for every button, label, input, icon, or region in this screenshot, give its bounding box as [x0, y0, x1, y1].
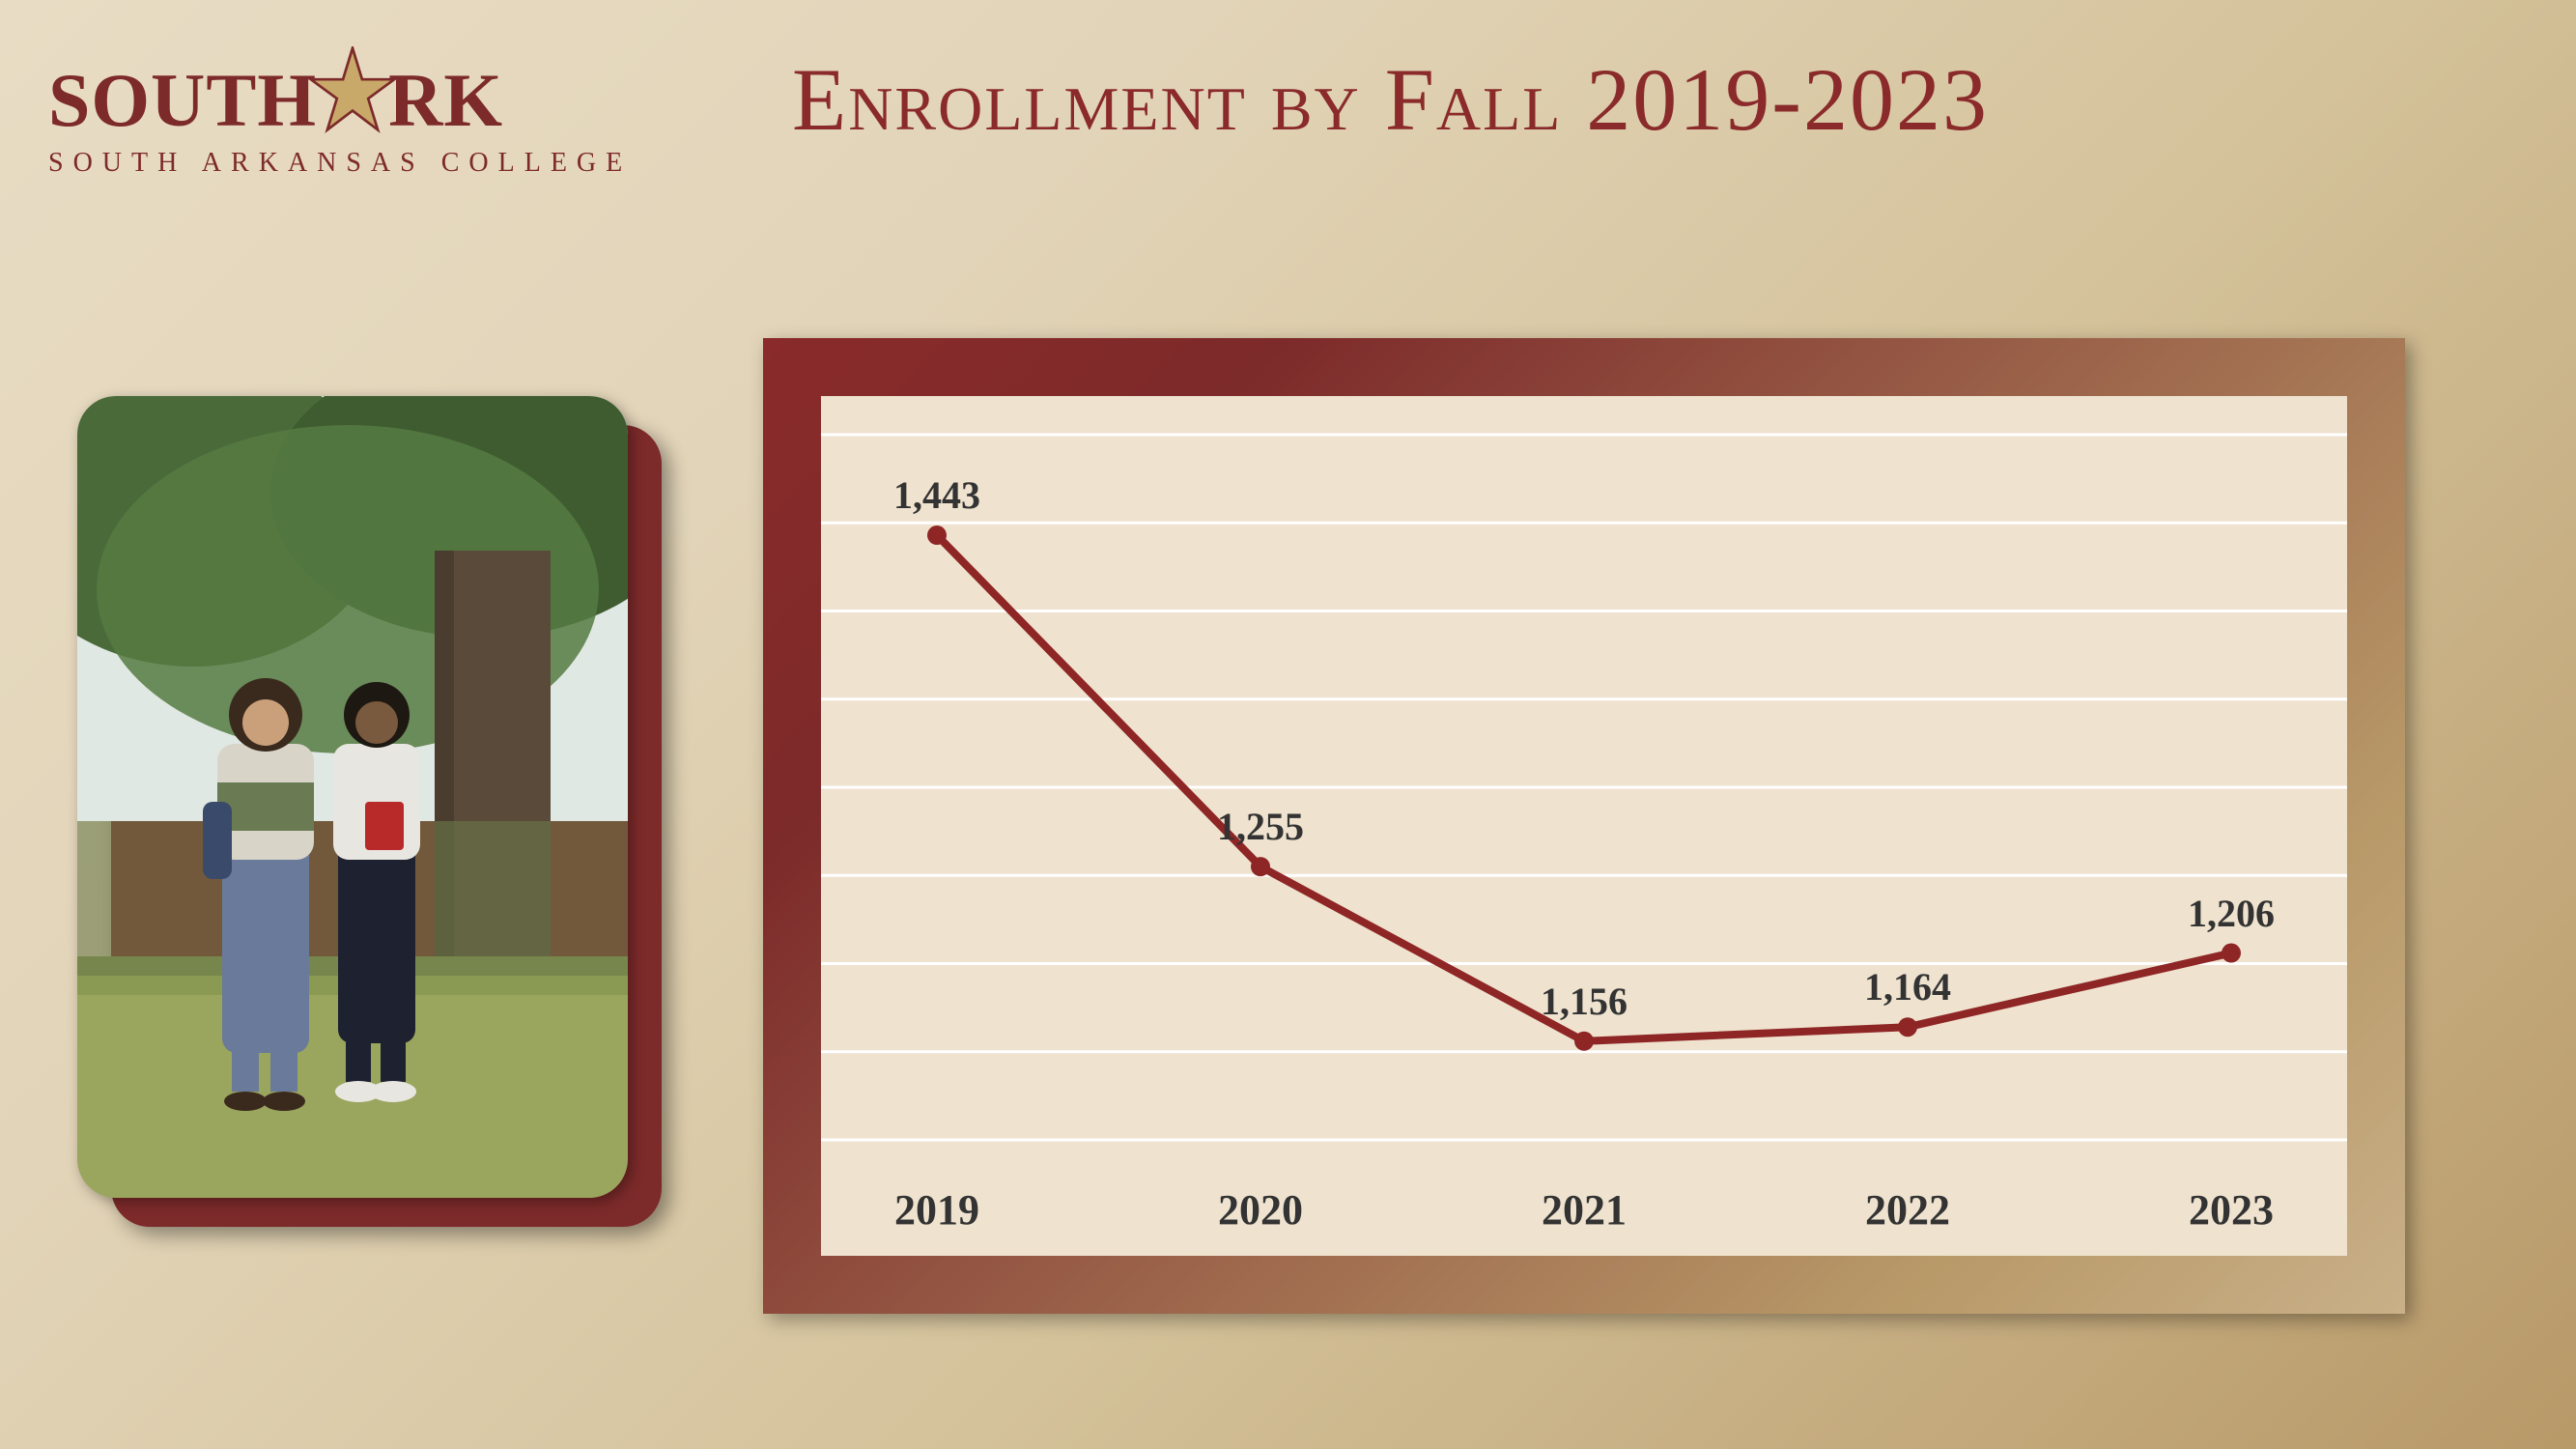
logo-text-south: SOUTH — [48, 57, 317, 144]
chart-plot-area: 2019 1,443 2020 1,255 2021 1,156 2022 1,164 2023… — [821, 396, 2347, 1256]
logo-main: SOUTH RK — [48, 39, 724, 144]
logo-text-rk: RK — [388, 57, 503, 144]
data-point-label: 1,443 — [893, 472, 980, 518]
student-photo — [77, 396, 628, 1198]
star-icon — [309, 46, 396, 133]
page-title: Enrollment by Fall 2019-2023 — [792, 48, 1989, 151]
x-axis-label: 2021 — [1542, 1185, 1627, 1235]
chart-frame: 2019 1,443 2020 1,255 2021 1,156 2022 1,164 2023… — [763, 338, 2405, 1314]
data-point-label: 1,164 — [1864, 964, 1951, 1009]
x-axis-label: 2020 — [1218, 1185, 1303, 1235]
logo: SOUTH RK SOUTH ARKANSAS COLLEGE — [48, 39, 724, 179]
data-point-label: 1,206 — [2188, 891, 2275, 936]
data-point-label: 1,255 — [1217, 804, 1304, 849]
x-axis-label: 2019 — [894, 1185, 979, 1235]
logo-subtitle: SOUTH ARKANSAS COLLEGE — [48, 148, 724, 179]
data-point-label: 1,156 — [1541, 979, 1628, 1024]
x-axis-label: 2023 — [2189, 1185, 2274, 1235]
x-axis-label: 2022 — [1865, 1185, 1950, 1235]
